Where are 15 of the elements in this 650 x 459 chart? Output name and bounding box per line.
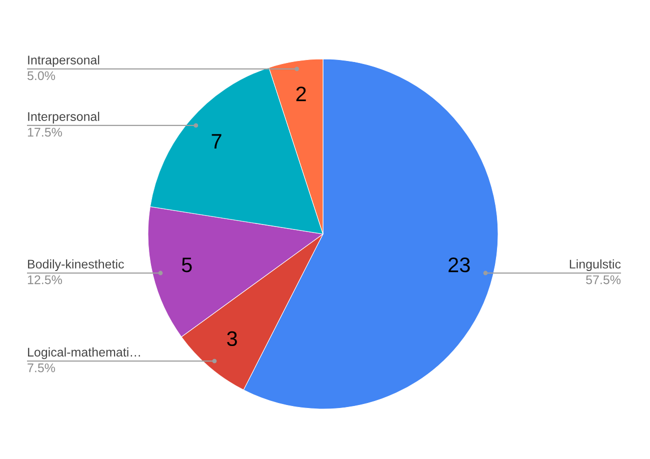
text: 12.5% bbox=[28, 275, 62, 284]
text: 57.5% bbox=[586, 275, 621, 284]
slice-label: Lingulstic bbox=[570, 259, 621, 272]
text: 17.5% bbox=[28, 128, 62, 137]
data-label: 5 bbox=[182, 258, 192, 272]
text: 5.0% bbox=[28, 71, 56, 80]
text: 7.5% bbox=[28, 363, 56, 372]
data-label: 7 bbox=[212, 134, 222, 148]
slice-label: Logical-mathemati… bbox=[28, 347, 140, 360]
data-label: 3 bbox=[227, 331, 237, 346]
data-label: 23 bbox=[448, 258, 470, 272]
slice-label: Interpersonal bbox=[28, 112, 100, 124]
slice-label: Intrapersonal bbox=[28, 55, 100, 67]
slice-label: Bodily-kinesthetic bbox=[28, 259, 124, 272]
data-label: 2 bbox=[296, 86, 306, 102]
